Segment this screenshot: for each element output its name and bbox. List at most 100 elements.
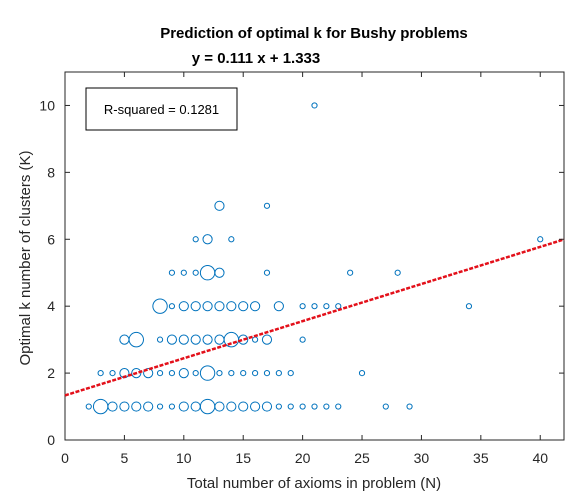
chart-title: Prediction of optimal k for Bushy proble… [160,25,468,42]
trend-line [64,238,565,397]
data-point [347,269,354,276]
annotation-box [85,87,238,131]
data-point [202,334,213,345]
data-point [249,401,261,412]
x-tick-label: 25 [354,450,370,466]
data-point [251,369,259,377]
data-point [263,369,271,377]
data-point [214,301,225,312]
data-point [178,401,189,412]
x-tick-label: 40 [532,450,548,466]
x-tick-label: 30 [414,450,430,466]
data-point [228,369,235,377]
data-point [261,334,273,345]
data-point [358,369,366,377]
data-point [178,367,189,379]
data-point [382,403,389,410]
x-tick-label: 0 [61,450,69,466]
x-tick-label: 5 [121,450,129,466]
data-point [143,401,154,412]
axis-ticks: 0 5 10 15 20 25 30 35 40 0 2 4 6 8 10 [39,72,564,466]
y-tick-label: 10 [39,97,55,113]
annotation-text: R-squared = 0.1281 [104,102,219,117]
data-point [240,369,247,377]
data-point [226,301,237,312]
data-point [168,403,176,410]
chart-subtitle: y = 0.111 x + 1.333 [192,50,320,67]
data-point [156,369,164,377]
data-point [394,269,401,276]
data-point [152,298,168,314]
data-point [202,234,213,245]
data-point [226,401,237,412]
data-point [131,401,142,412]
y-tick-label: 6 [47,231,55,247]
data-point [406,403,413,410]
data-point [275,369,282,377]
data-point [311,102,318,109]
data-point [119,401,130,412]
data-point [178,334,189,345]
y-tick-label: 2 [47,365,55,381]
data-point [263,202,271,209]
data-point [323,303,330,310]
data-point [465,303,473,310]
data-point [199,365,216,381]
data-point [228,236,235,243]
x-tick-label: 15 [235,450,251,466]
data-point [178,301,189,312]
data-point [261,401,273,412]
data-point [107,401,118,412]
data-point [214,267,225,278]
data-point [299,336,306,343]
data-point [537,236,544,243]
data-point [287,403,294,410]
data-point [156,403,164,410]
data-point [202,301,213,312]
y-tick-label: 0 [47,432,55,448]
data-point [238,334,249,345]
data-point [275,403,282,410]
x-tick-label: 20 [295,450,311,466]
data-point [97,369,104,377]
data-point [335,403,342,410]
data-point [311,403,318,410]
data-point [273,301,284,312]
data-point [156,336,164,343]
data-point [214,200,225,211]
data-point [109,369,116,377]
x-tick-label: 35 [473,450,489,466]
data-point [287,369,294,377]
data-point [323,403,330,410]
data-point [190,301,201,312]
data-point [299,303,306,310]
x-axis-label: Total number of axioms in problem (N) [187,475,441,492]
y-tick-label: 4 [47,298,55,314]
data-point [168,369,176,377]
data-point [249,301,261,312]
data-point [192,269,199,276]
plot-area [64,71,565,441]
data-point [214,401,225,412]
data-point [166,334,178,345]
data-point [131,367,142,379]
data-point [311,303,318,310]
data-point [168,303,176,310]
data-point [143,367,154,379]
data-points [85,102,544,415]
y-axis-label: Optimal k number of clusters (K) [17,150,34,365]
data-point [192,369,199,377]
data-point [168,269,176,276]
data-point [192,236,199,243]
data-point [180,269,187,276]
data-point [238,401,249,412]
data-point [216,369,223,377]
data-point [263,269,271,276]
x-tick-label: 10 [176,450,192,466]
data-point [299,403,306,410]
data-point [85,403,92,410]
data-point [190,334,201,345]
y-tick-label: 8 [47,164,55,180]
data-point [238,301,249,312]
